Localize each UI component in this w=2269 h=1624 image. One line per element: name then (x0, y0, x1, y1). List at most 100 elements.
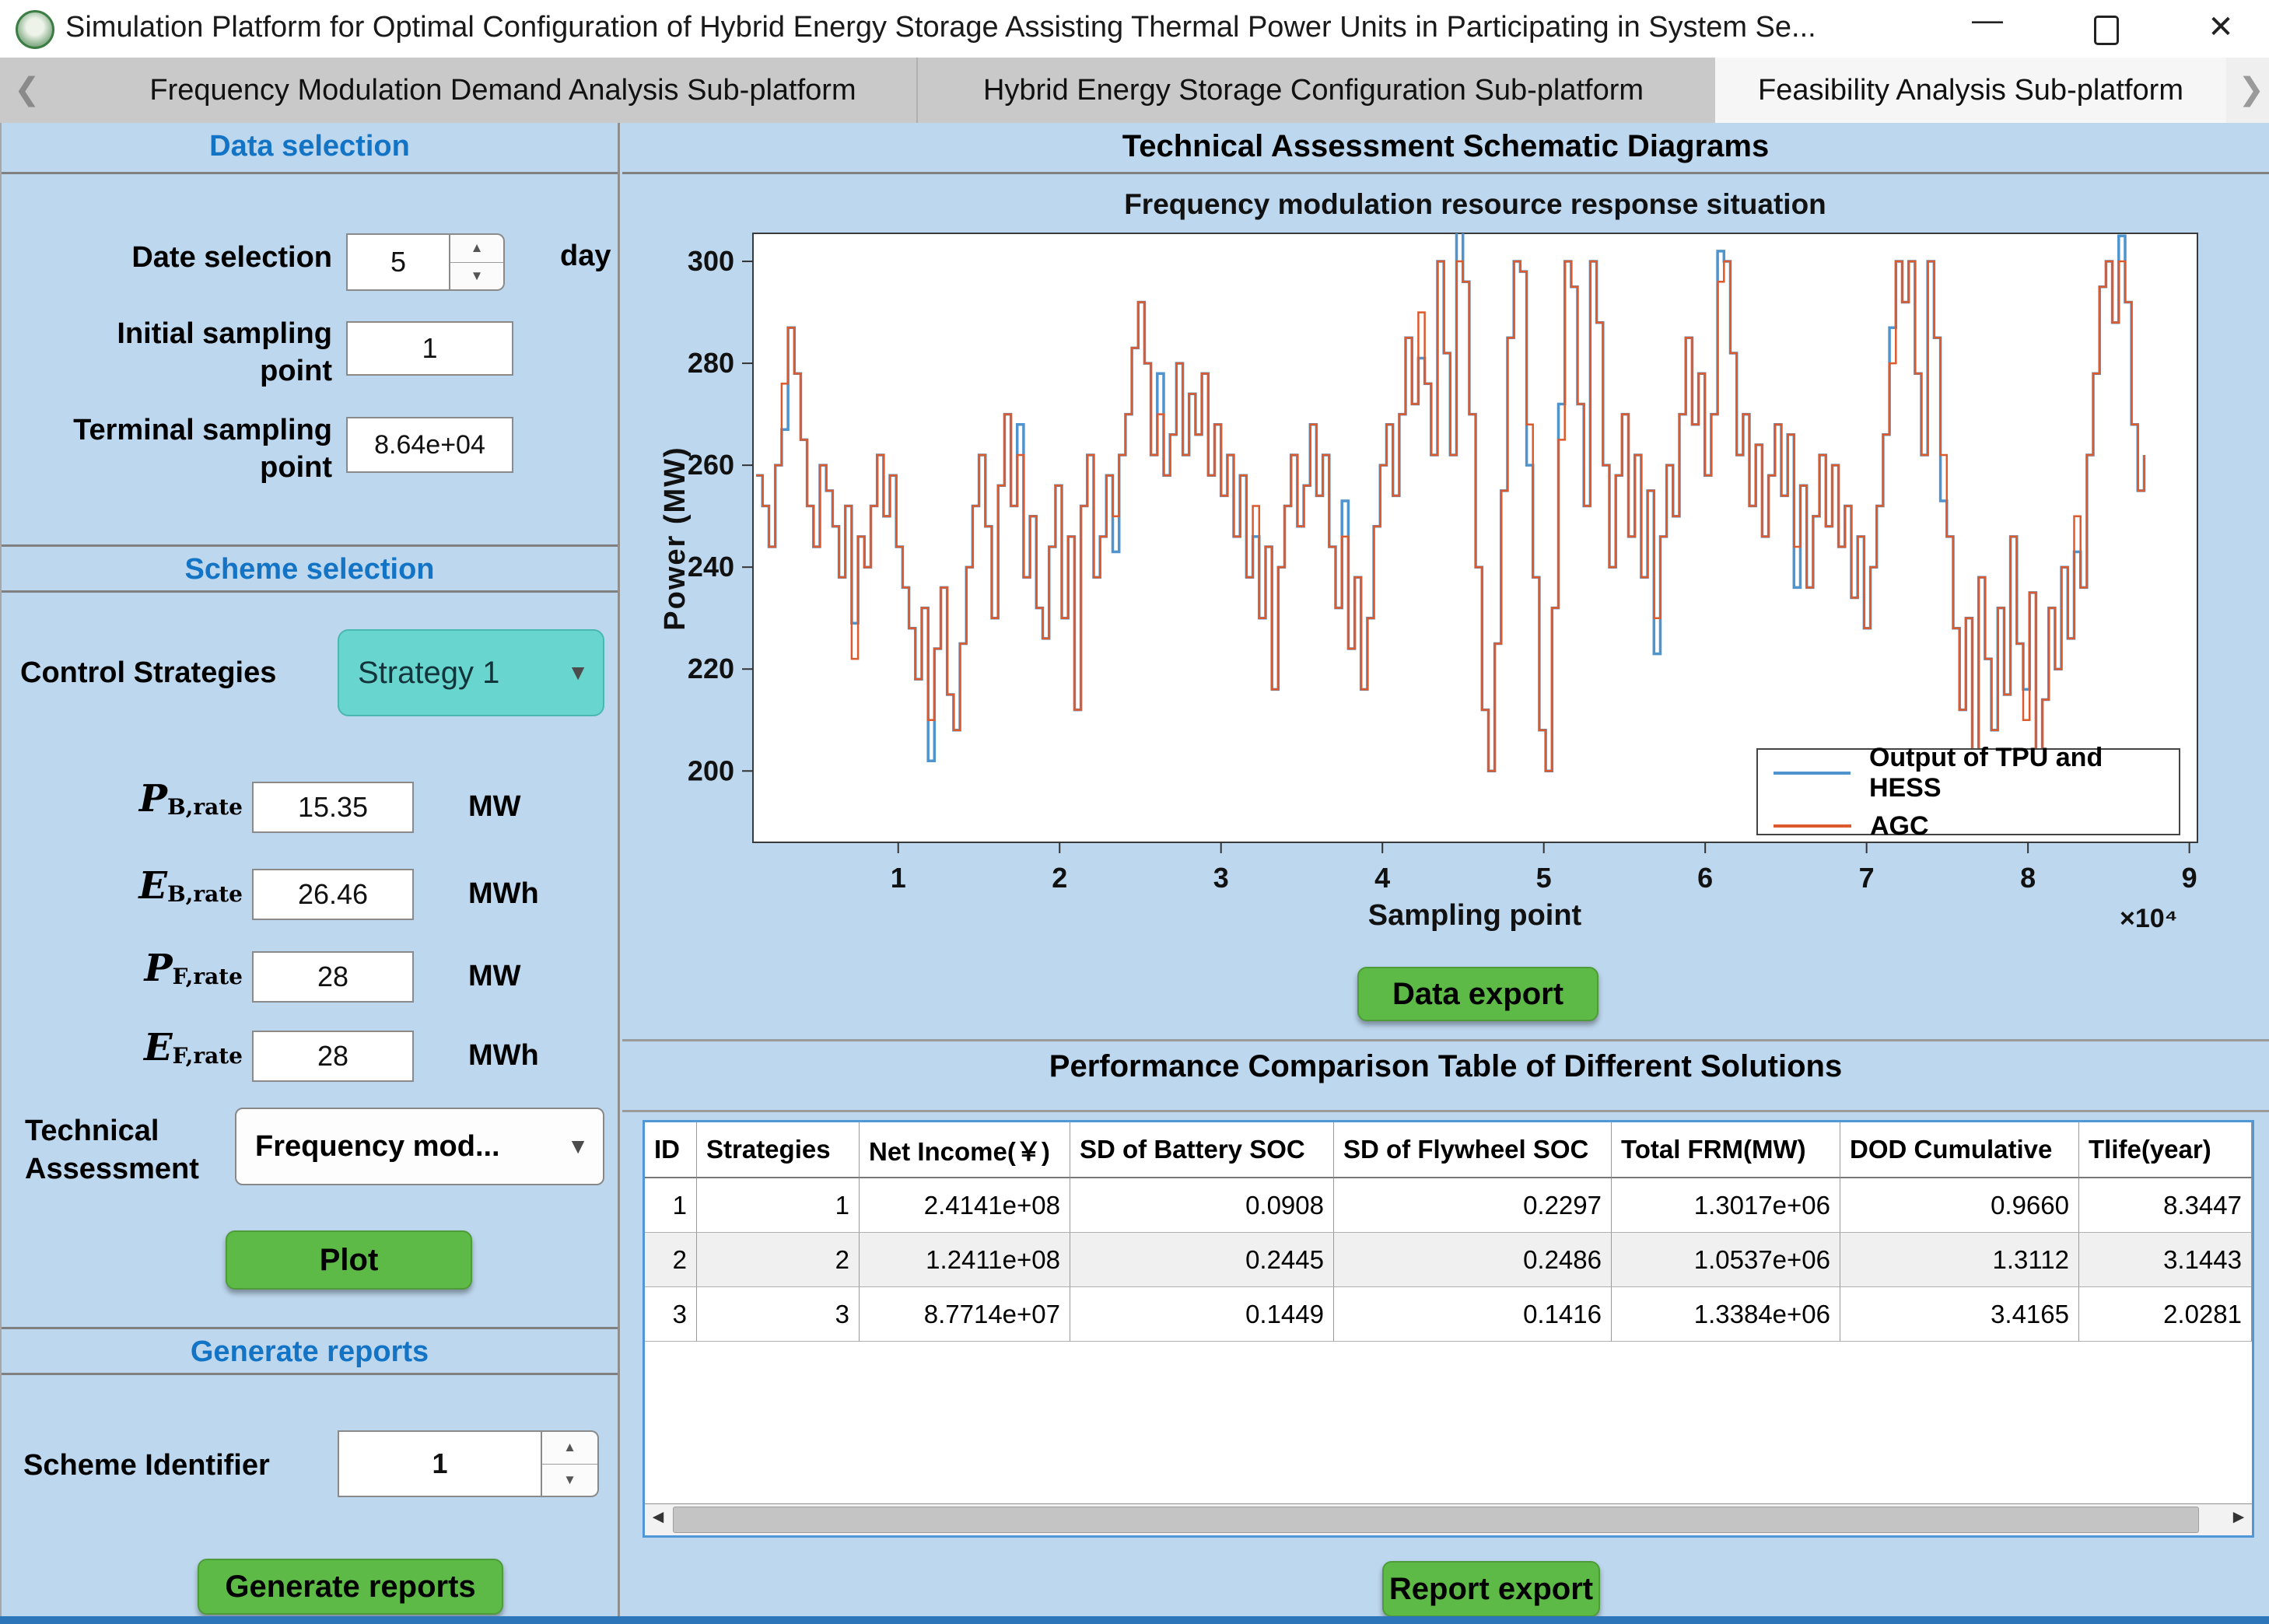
tab-feasibility-analysis[interactable]: Feasibility Analysis Sub-platform (1715, 58, 2226, 123)
pb-rate-input[interactable]: 15.35 (252, 782, 414, 833)
table-cell[interactable]: 0.2445 (1070, 1233, 1334, 1287)
y-axis-label: Power (MW) (659, 383, 695, 694)
table-cell[interactable]: 8.3447 (2079, 1178, 2252, 1233)
scroll-right-icon[interactable]: ► (2225, 1507, 2252, 1528)
table-cell[interactable]: 3 (645, 1287, 697, 1342)
tab-scroll-left-icon[interactable]: ❮ (14, 72, 40, 107)
pb-rate-label: PB,rate (87, 777, 243, 821)
stepper-up-icon[interactable]: ▲ (450, 235, 503, 263)
table-cell[interactable]: 2 (645, 1233, 697, 1287)
table-cell[interactable]: 8.7714e+07 (860, 1287, 1070, 1342)
table-cell[interactable]: 1.0537e+06 (1612, 1233, 1840, 1287)
svg-text:6: 6 (1697, 862, 1713, 894)
table-cell[interactable]: 2.0281 (2079, 1287, 2252, 1342)
date-selection-input[interactable]: 5 (346, 233, 450, 291)
title-bar: Simulation Platform for Optimal Configur… (0, 0, 2269, 58)
eb-rate-unit: MWh (468, 877, 539, 911)
data-selection-header: Data selection (2, 123, 618, 174)
initial-sampling-point-label: Initial sampling point (33, 316, 332, 390)
legend-line-agc-icon (1774, 824, 1851, 828)
divider (622, 1110, 2269, 1112)
legend-label-agc: AGC (1870, 811, 1929, 842)
table-cell[interactable]: 3.1443 (2079, 1233, 2252, 1287)
initial-sampling-point-input[interactable]: 1 (346, 321, 513, 376)
table-row[interactable]: 338.7714e+070.14490.14161.3384e+063.4165… (645, 1287, 2252, 1342)
scheme-identifier-input[interactable]: 1 (338, 1430, 542, 1497)
table-cell[interactable]: 1.2411e+08 (860, 1233, 1070, 1287)
stepper-down-icon[interactable]: ▼ (450, 263, 503, 290)
table-cell[interactable]: 0.2297 (1334, 1178, 1612, 1233)
table-cell[interactable]: 1.3017e+06 (1612, 1178, 1840, 1233)
minimize-icon[interactable]: — (1960, 3, 2015, 38)
table-cell[interactable]: 0.1449 (1070, 1287, 1334, 1342)
table-cell[interactable]: 0.9660 (1840, 1178, 2079, 1233)
svg-text:5: 5 (1536, 862, 1552, 894)
data-export-button[interactable]: Data export (1357, 967, 1598, 1021)
table-row[interactable]: 112.4141e+080.09080.22971.3017e+060.9660… (645, 1178, 2252, 1233)
maximize-icon[interactable] (2094, 16, 2119, 45)
ef-rate-label: EF,rate (87, 1026, 243, 1069)
comparison-table-section: Performance Comparison Table of Differen… (622, 1039, 2269, 1619)
terminal-sampling-point-input[interactable]: 8.64e+04 (346, 417, 513, 473)
stepper-up-icon[interactable]: ▲ (542, 1432, 597, 1465)
window-title: Simulation Platform for Optimal Configur… (65, 11, 1816, 44)
pb-rate-unit: MW (468, 790, 521, 824)
scheme-identifier-label: Scheme Identifier (23, 1449, 270, 1482)
svg-text:4: 4 (1374, 862, 1390, 894)
stepper-down-icon[interactable]: ▼ (542, 1465, 597, 1496)
main-panel: Technical Assessment Schematic Diagrams … (622, 123, 2269, 1616)
table-cell[interactable]: 1.3112 (1840, 1233, 2079, 1287)
svg-text:2: 2 (1052, 862, 1067, 894)
svg-text:9: 9 (2182, 862, 2197, 894)
table-cell[interactable]: 0.1416 (1334, 1287, 1612, 1342)
eb-rate-input[interactable]: 26.46 (252, 869, 414, 920)
table-header-cell: ID (645, 1122, 697, 1178)
table-cell[interactable]: 2.4141e+08 (860, 1178, 1070, 1233)
chart-area: Frequency modulation resource response s… (622, 174, 2269, 1039)
table-horizontal-scrollbar[interactable]: ◄ ► (645, 1503, 2252, 1535)
table-cell[interactable]: 1.3384e+06 (1612, 1287, 1840, 1342)
terminal-sampling-point-label: Terminal sampling point (25, 412, 332, 486)
control-strategies-value: Strategy 1 (358, 656, 499, 691)
pf-rate-input[interactable]: 28 (252, 951, 414, 1003)
scheme-identifier-stepper[interactable]: ▲ ▼ (542, 1430, 599, 1497)
technical-assessment-dropdown[interactable]: Frequency mod... ▼ (235, 1108, 604, 1185)
table-row[interactable]: 221.2411e+080.24450.24861.0537e+061.3112… (645, 1233, 2252, 1287)
generate-reports-button[interactable]: Generate reports (198, 1559, 503, 1615)
ef-rate-input[interactable]: 28 (252, 1031, 414, 1082)
table-header-cell: Net Income(￥) (860, 1122, 1070, 1178)
table-cell[interactable]: 2 (697, 1233, 860, 1287)
tab-frequency-modulation-demand[interactable]: Frequency Modulation Demand Analysis Sub… (89, 58, 918, 123)
table-header-cell: SD of Flywheel SOC (1334, 1122, 1612, 1178)
chevron-down-icon: ▼ (567, 660, 589, 685)
eb-rate-label: EB,rate (87, 864, 243, 908)
frequency-response-plot: 123456789200220240260280300 (622, 174, 2269, 968)
plot-button[interactable]: Plot (226, 1230, 472, 1290)
technical-assessment-label: Technical Assessment (25, 1112, 199, 1189)
control-strategies-dropdown[interactable]: Strategy 1 ▼ (338, 629, 604, 716)
table-cell[interactable]: 1 (645, 1178, 697, 1233)
table-cell[interactable]: 0.2486 (1334, 1233, 1612, 1287)
tab-scroll-right-icon[interactable]: ❯ (2238, 72, 2264, 107)
svg-text:7: 7 (1859, 862, 1875, 894)
legend-entry-agc: AGC (1758, 811, 2179, 842)
tab-bar: ❮ Frequency Modulation Demand Analysis S… (0, 58, 2269, 123)
svg-text:200: 200 (688, 754, 734, 786)
date-selection-label: Date selection (33, 240, 332, 277)
generate-reports-header: Generate reports (2, 1327, 618, 1375)
legend-entry-tpu: Output of TPU and HESS (1758, 743, 2179, 803)
report-export-button[interactable]: Report export (1382, 1561, 1600, 1617)
date-selection-stepper[interactable]: ▲ ▼ (450, 233, 505, 291)
scroll-left-icon[interactable]: ◄ (645, 1507, 671, 1528)
control-strategies-label: Control Strategies (20, 656, 276, 690)
scrollbar-thumb[interactable] (673, 1507, 2199, 1533)
table-cell[interactable]: 3.4165 (1840, 1287, 2079, 1342)
x-axis-label: Sampling point (1319, 899, 1630, 933)
chevron-down-icon: ▼ (567, 1134, 589, 1159)
close-icon[interactable]: ✕ (2194, 9, 2248, 45)
table-cell[interactable]: 3 (697, 1287, 860, 1342)
table-cell[interactable]: 0.0908 (1070, 1178, 1334, 1233)
sidebar: Data selection Date selection 5 ▲ ▼ day … (0, 123, 620, 1616)
tab-hybrid-energy-storage-config[interactable]: Hybrid Energy Storage Configuration Sub-… (923, 58, 1704, 123)
table-cell[interactable]: 1 (697, 1178, 860, 1233)
